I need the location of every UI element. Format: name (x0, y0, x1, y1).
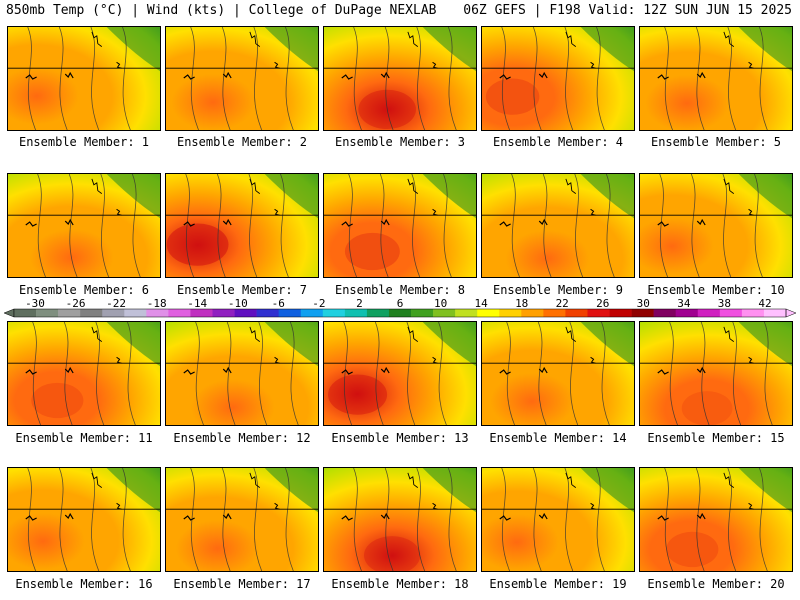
colorbar-tick-label: 26 (596, 297, 609, 310)
ensemble-member-caption: Ensemble Member: 1 (18, 135, 150, 149)
colorbar-tick-label: -10 (228, 297, 248, 310)
header-valid-time: 06Z GEFS | F198 Valid: 12Z SUN JUN 15 20… (463, 3, 792, 18)
temperature-colorbar: -30 -26 -22 -18 -14 -10 -6 -2 2 6 10 14 18 22 26 30 34 38… (3, 297, 797, 318)
ensemble-member-caption: Ensemble Member: 16 (15, 577, 153, 591)
colorbar-swatch (322, 309, 346, 317)
ensemble-map-panel (7, 173, 161, 278)
colorbar-tick-label: 38 (718, 297, 731, 310)
colorbar-swatch (80, 309, 103, 317)
colorbar-swatch (58, 309, 81, 317)
colorbar-tick-label: -14 (187, 297, 207, 310)
colorbar-tick-label: 18 (515, 297, 528, 310)
colorbar-tick-label: 34 (677, 297, 691, 310)
colorbar-swatch (14, 309, 37, 317)
colorbar-tick-label: 6 (397, 297, 404, 310)
colorbar-swatch (278, 309, 302, 317)
ensemble-map-panel (7, 321, 161, 426)
colorbar-swatch (366, 309, 390, 317)
ensemble-map-panel (481, 173, 635, 278)
ensemble-map-panel (165, 321, 319, 426)
ensemble-member-caption: Ensemble Member: 19 (489, 577, 627, 591)
ensemble-map-panel (323, 467, 477, 572)
colorbar-tick-label: -18 (147, 297, 167, 310)
colorbar-tick-label: -6 (272, 297, 285, 310)
ensemble-member-caption: Ensemble Member: 4 (492, 135, 624, 149)
colorbar-tick-label: 30 (637, 297, 650, 310)
colorbar-tick-label: 22 (556, 297, 569, 310)
ensemble-member-caption: Ensemble Member: 3 (334, 135, 466, 149)
colorbar-swatch (477, 309, 500, 317)
colorbar-swatch (190, 309, 213, 317)
ensemble-member-caption: Ensemble Member: 20 (647, 577, 785, 591)
colorbar-swatch (587, 309, 610, 317)
colorbar-swatch (234, 309, 257, 317)
ensemble-map-panel (639, 321, 793, 426)
ensemble-map-panel (165, 173, 319, 278)
ensemble-map-panel (323, 26, 477, 131)
ensemble-member-caption: Ensemble Member: 9 (492, 283, 624, 297)
colorbar-swatch (102, 309, 125, 317)
colorbar-tick-label: 42 (758, 297, 771, 310)
ensemble-member-caption: Ensemble Member: 13 (331, 431, 469, 445)
ensemble-member-caption: Ensemble Member: 5 (650, 135, 782, 149)
colorbar-swatch (521, 309, 544, 317)
ensemble-map-panel (323, 173, 477, 278)
ensemble-map-panel (639, 173, 793, 278)
colorbar-swatch (455, 309, 478, 317)
colorbar-swatch (411, 309, 434, 317)
ensemble-member-caption: Ensemble Member: 10 (647, 283, 785, 297)
colorbar-tick-label: 14 (474, 297, 488, 310)
colorbar-swatch (256, 309, 279, 317)
colorbar-swatch (124, 309, 147, 317)
ensemble-map-panel (165, 467, 319, 572)
ensemble-map-panel (639, 26, 793, 131)
ensemble-map-panel (7, 26, 161, 131)
ensemble-member-caption: Ensemble Member: 17 (173, 577, 311, 591)
colorbar-swatch (499, 309, 522, 317)
ensemble-map-panel (481, 467, 635, 572)
ensemble-map-panel (323, 321, 477, 426)
colorbar-swatch (763, 309, 787, 317)
ensemble-member-caption: Ensemble Member: 14 (489, 431, 627, 445)
ensemble-member-caption: Ensemble Member: 2 (176, 135, 308, 149)
colorbar-left-arrow (3, 308, 15, 318)
colorbar-swatch (433, 309, 456, 317)
colorbar-tick-label: -30 (25, 297, 45, 310)
ensemble-map-panel (481, 321, 635, 426)
ensemble-map-panel (481, 26, 635, 131)
colorbar-swatch (388, 309, 412, 317)
colorbar-swatch (565, 309, 588, 317)
ensemble-member-caption: Ensemble Member: 18 (331, 577, 469, 591)
colorbar-swatch (719, 309, 743, 317)
colorbar-swatch (675, 309, 699, 317)
colorbar-swatch (36, 309, 59, 317)
header-title: 850mb Temp (°C) | Wind (kts) | College o… (6, 3, 437, 18)
colorbar-swatch (631, 309, 654, 317)
ensemble-member-caption: Ensemble Member: 6 (18, 283, 150, 297)
ensemble-member-caption: Ensemble Member: 11 (15, 431, 153, 445)
ensemble-map-panel (165, 26, 319, 131)
colorbar-tick-label: 10 (434, 297, 447, 310)
ensemble-member-caption: Ensemble Member: 7 (176, 283, 308, 297)
colorbar-swatch (146, 309, 169, 317)
colorbar-swatch (300, 309, 324, 317)
colorbar-swatch (609, 309, 632, 317)
colorbar-right-arrow (785, 308, 797, 318)
ensemble-map-panel (7, 467, 161, 572)
colorbar-swatch (741, 309, 765, 317)
colorbar-tick-label: -26 (66, 297, 86, 310)
colorbar-tick-label: 2 (356, 297, 363, 310)
ensemble-member-caption: Ensemble Member: 15 (647, 431, 785, 445)
colorbar-tick-label: -2 (312, 297, 325, 310)
colorbar-swatch (168, 309, 191, 317)
colorbar-swatch (543, 309, 566, 317)
colorbar-swatch (344, 309, 368, 317)
ensemble-member-caption: Ensemble Member: 12 (173, 431, 311, 445)
colorbar-tick-label: -22 (106, 297, 126, 310)
ensemble-map-panel (639, 467, 793, 572)
colorbar-swatch (697, 309, 721, 317)
ensemble-member-caption: Ensemble Member: 8 (334, 283, 466, 297)
colorbar-swatch (212, 309, 235, 317)
colorbar-swatch (653, 309, 677, 317)
